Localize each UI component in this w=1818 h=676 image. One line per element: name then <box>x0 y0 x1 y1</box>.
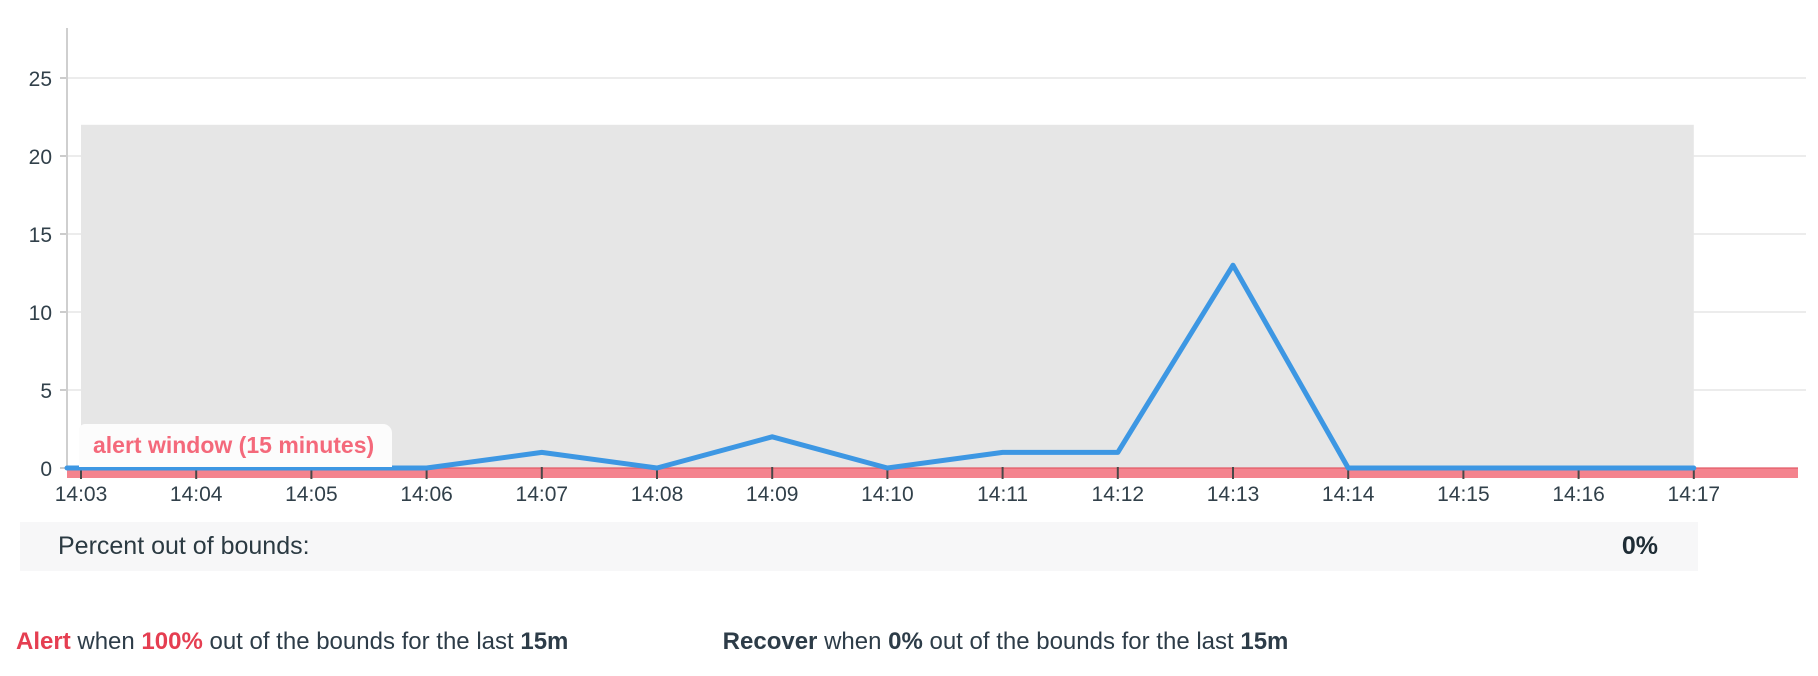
alert-percent: 100% <box>141 628 203 655</box>
x-tick-label: 14:11 <box>977 483 1028 506</box>
threshold-band <box>67 468 1798 478</box>
recover-keyword: Recover <box>722 628 818 655</box>
x-tick-label: 14:13 <box>1207 483 1260 506</box>
y-tick-label: 5 <box>40 380 52 403</box>
alert-window-region <box>81 124 1694 469</box>
alert-keyword: Alert <box>16 628 71 655</box>
x-tick-label: 14:14 <box>1322 483 1375 506</box>
x-tick-label: 14:06 <box>400 483 453 506</box>
metric-line <box>64 262 1697 471</box>
recover-duration: 15m <box>1240 628 1289 655</box>
recover-rest-text: out of the bounds for the last <box>922 628 1241 655</box>
x-tick-label: 14:08 <box>631 483 684 506</box>
alert-when-text: when <box>70 628 142 655</box>
x-tick-label: 14:12 <box>1092 483 1145 506</box>
percent-out-of-bounds-value: 0% <box>1621 532 1658 560</box>
x-tick-label: 14:17 <box>1668 483 1721 506</box>
alert-duration: 15m <box>520 628 569 655</box>
y-tick-label: 25 <box>29 68 52 91</box>
recover-condition-text: Recover when 0% out of the bounds for th… <box>723 628 1289 656</box>
y-tick-label: 0 <box>40 458 52 481</box>
conditions-row: Alert when 100% out of the bounds for th… <box>16 628 1818 656</box>
x-tick-label: 14:04 <box>170 483 223 506</box>
x-tick-label: 14:10 <box>861 483 914 506</box>
y-tick-label: 20 <box>29 146 52 169</box>
recover-percent: 0% <box>888 628 923 655</box>
alert-window-label-text: alert window (15 minutes) <box>93 432 375 458</box>
alert-condition-text: Alert when 100% out of the bounds for th… <box>16 628 716 656</box>
alert-rest-text: out of the bounds for the last <box>202 628 521 655</box>
alert-window-label: alert window (15 minutes) <box>79 424 393 467</box>
x-tick-label: 14:16 <box>1552 483 1605 506</box>
y-tick-label: 10 <box>29 302 52 325</box>
percent-out-of-bounds-label: Percent out of bounds: <box>58 532 310 560</box>
x-tick-label: 14:15 <box>1437 483 1490 506</box>
x-tick-label: 14:09 <box>746 483 799 506</box>
x-tick-label: 14:03 <box>55 483 108 506</box>
y-tick-label: 15 <box>29 224 52 247</box>
x-tick-label: 14:05 <box>285 483 338 506</box>
percent-out-of-bounds-row: Percent out of bounds: 0% <box>20 522 1698 571</box>
recover-when-text: when <box>817 628 889 655</box>
alert-preview-chart[interactable]: 0 5 10 15 20 25 14:03 14:04 14:05 14:06 14:07 14:08… <box>0 0 1818 510</box>
chart-svg[interactable]: 0 5 10 15 20 25 14:03 14:04 14:05 14:06 14:07 14:08… <box>0 0 1818 510</box>
x-tick-label: 14:07 <box>516 483 569 506</box>
